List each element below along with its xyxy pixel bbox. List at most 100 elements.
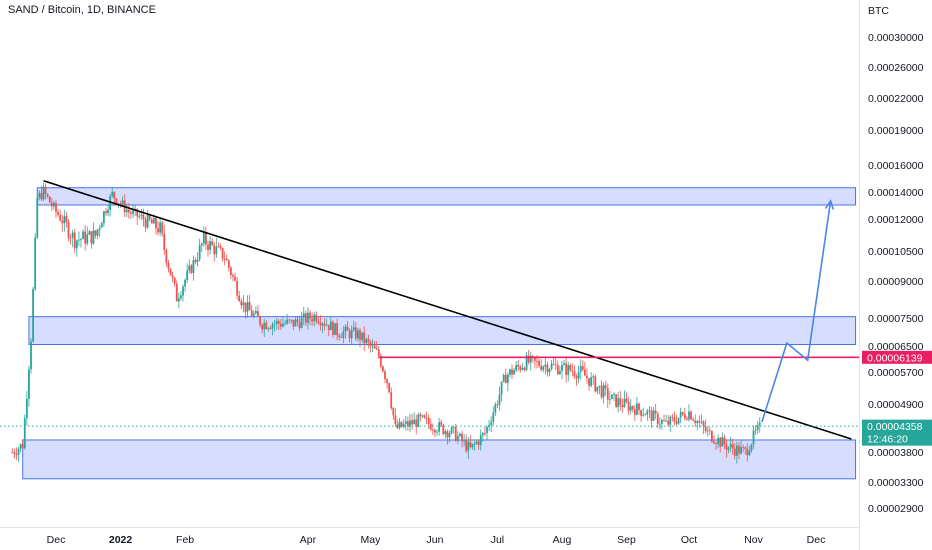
candle — [361, 332, 363, 343]
candle-body — [490, 422, 493, 426]
candle-body — [623, 398, 626, 408]
candle — [269, 325, 272, 330]
candle — [311, 312, 314, 326]
candle-body — [698, 421, 701, 423]
candle — [436, 429, 438, 436]
candle — [369, 339, 372, 353]
candle — [350, 325, 353, 345]
candle — [577, 365, 580, 384]
candle — [254, 306, 257, 315]
candle-body — [658, 423, 661, 425]
candle — [725, 439, 728, 458]
candle-body — [205, 232, 207, 245]
candle — [398, 417, 401, 430]
candle-body — [379, 355, 382, 367]
candle-body — [671, 416, 674, 418]
candle — [157, 221, 159, 236]
candle — [100, 221, 103, 228]
candle-body — [606, 388, 609, 400]
x-tick-label: Dec — [47, 534, 66, 546]
y-tick-label: 0.00016000 — [868, 160, 924, 172]
candle-body — [163, 233, 166, 251]
candle-body — [119, 203, 122, 205]
candle — [286, 313, 289, 325]
candle — [642, 407, 645, 417]
candle-body — [540, 365, 543, 370]
candle-body — [188, 265, 191, 271]
candle-body — [373, 345, 376, 349]
candle-body — [182, 286, 184, 296]
candle — [708, 426, 711, 435]
candle — [721, 432, 724, 447]
candle — [506, 372, 509, 392]
candle-body — [715, 443, 717, 445]
candle-body — [215, 246, 218, 255]
candle — [427, 414, 430, 429]
candle — [344, 324, 347, 339]
candle-body — [429, 423, 432, 430]
candle — [698, 415, 701, 428]
x-tick-label: Oct — [681, 534, 697, 546]
candle-body — [536, 360, 538, 362]
candle — [523, 366, 526, 373]
candle-body — [713, 441, 715, 444]
candle — [163, 225, 166, 255]
candle-body — [702, 421, 705, 427]
candle — [529, 352, 532, 371]
candle-body — [756, 425, 759, 430]
candle-body — [267, 328, 270, 330]
candle — [375, 340, 378, 351]
candle — [236, 276, 239, 300]
candle — [244, 302, 247, 319]
candle-body — [423, 415, 426, 418]
candle-body — [594, 376, 597, 392]
candle — [486, 425, 488, 440]
price-tag-countdown: 12:46:20 — [867, 434, 908, 446]
candle-body — [406, 421, 409, 427]
candle — [513, 368, 515, 375]
candle — [717, 434, 720, 448]
candle — [386, 378, 388, 390]
candle — [211, 237, 214, 247]
candle — [652, 407, 655, 422]
candle — [542, 365, 545, 373]
candle-body — [44, 186, 47, 195]
candle-body — [573, 371, 576, 377]
candle-body — [456, 436, 459, 441]
candle-body — [32, 289, 34, 342]
candle-body — [252, 313, 255, 316]
candle — [332, 320, 334, 338]
chart-title: SAND / Bitcoin, 1D, BINANCE — [8, 4, 156, 16]
candle — [544, 357, 547, 375]
candle-body — [236, 280, 239, 296]
candle-body — [419, 414, 422, 417]
candle — [540, 359, 543, 372]
candle — [144, 216, 147, 233]
candle-body — [63, 216, 66, 224]
candle — [371, 339, 374, 353]
candle-body — [15, 454, 18, 456]
candle — [292, 319, 295, 330]
candle-body — [438, 422, 441, 432]
candle-body — [504, 374, 507, 384]
candle-body — [321, 323, 324, 326]
candle — [192, 255, 195, 281]
candle-body — [244, 302, 247, 312]
candle-body — [550, 363, 553, 370]
x-tick-label: Apr — [300, 534, 317, 546]
candle — [469, 434, 472, 449]
candle-body — [608, 398, 611, 400]
x-tick-label: Dec — [807, 534, 826, 546]
candle-body — [336, 323, 338, 336]
candle — [367, 334, 370, 349]
candle — [606, 383, 609, 408]
candle-body — [629, 406, 632, 411]
candle-body — [500, 381, 503, 395]
candle — [261, 322, 264, 334]
candle-body — [232, 275, 234, 277]
candle — [188, 259, 191, 274]
candle-body — [394, 415, 397, 425]
candle — [221, 247, 224, 262]
candle — [600, 380, 603, 400]
